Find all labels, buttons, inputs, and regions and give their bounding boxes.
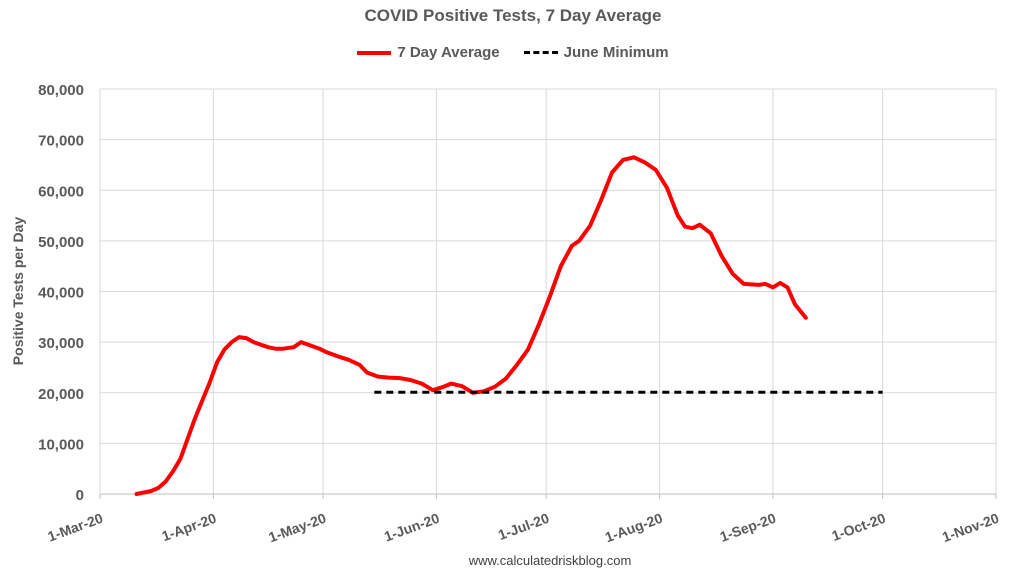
series-line-7-day-average bbox=[134, 155, 808, 496]
axes bbox=[99, 89, 997, 499]
legend-item-7-day-average: 7 Day Average bbox=[357, 44, 500, 61]
gridlines bbox=[100, 88, 997, 494]
x-tick-label: 1-Sep-20 bbox=[718, 510, 779, 545]
x-tick-label: 1-May-20 bbox=[266, 510, 328, 546]
y-axis-label: Positive Tests per Day bbox=[10, 216, 26, 366]
tick-labels: 0 10,000 20,000 30,000 40,000 50,000 60,000 70,… bbox=[38, 82, 1001, 545]
chart-legend: 7 Day Average June Minimum bbox=[0, 44, 1026, 61]
x-tick-label: 1-Oct-20 bbox=[830, 510, 888, 544]
x-tick-label: 1-Nov-20 bbox=[940, 510, 1001, 545]
legend-swatch-solid-red bbox=[357, 50, 392, 55]
y-tick-label: 70,000 bbox=[38, 133, 84, 150]
x-tick-label: 1-Jul-20 bbox=[496, 510, 551, 543]
source-note: www.calculatedriskblog.com bbox=[468, 553, 632, 568]
y-tick-label: 0 bbox=[76, 487, 84, 504]
y-tick-label: 40,000 bbox=[38, 285, 84, 302]
y-tick-label: 50,000 bbox=[38, 234, 84, 251]
x-tick-label: 1-Jun-20 bbox=[382, 510, 442, 545]
x-tick-label: 1-Apr-20 bbox=[160, 510, 219, 545]
data-series bbox=[134, 155, 883, 496]
y-tick-label: 80,000 bbox=[38, 82, 84, 99]
y-tick-label: 60,000 bbox=[38, 183, 84, 200]
legend-label: June Minimum bbox=[563, 44, 669, 61]
y-tick-label: 20,000 bbox=[38, 386, 84, 403]
x-tick-label: 1-Mar-20 bbox=[45, 510, 105, 545]
legend-label: 7 Day Average bbox=[397, 44, 500, 61]
y-tick-label: 10,000 bbox=[38, 436, 84, 453]
x-tick-label: 1-Aug-20 bbox=[603, 510, 665, 546]
chart-title: COVID Positive Tests, 7 Day Average bbox=[364, 6, 662, 25]
y-tick-label: 30,000 bbox=[38, 335, 84, 352]
legend-item-june-minimum: June Minimum bbox=[523, 44, 669, 61]
legend-swatch-dashed-black bbox=[523, 51, 558, 54]
